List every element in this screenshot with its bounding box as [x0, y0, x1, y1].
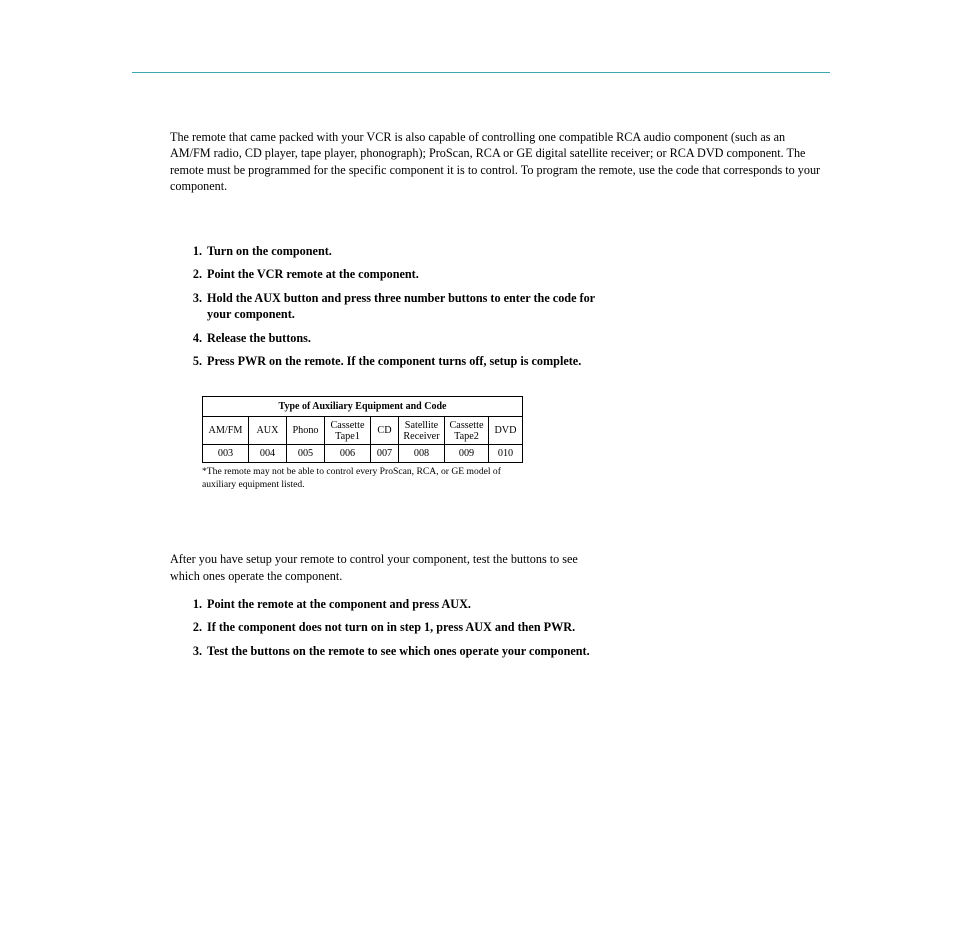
programming-steps: 1. Turn on the component. 2. Point the V…	[186, 243, 824, 370]
step-1: 1. Turn on the component.	[186, 243, 824, 259]
step-text: If the component does not turn on in ste…	[207, 619, 603, 635]
table-column-code: 003	[203, 445, 249, 463]
table-column-label: SatelliteReceiver	[399, 416, 445, 444]
step-text: Turn on the component.	[207, 243, 603, 259]
step-text: Press PWR on the remote. If the componen…	[207, 353, 603, 369]
table-column-label: CassetteTape2	[445, 416, 489, 444]
test-step-2: 2. If the component does not turn on in …	[186, 619, 824, 635]
step-number: 2.	[186, 619, 202, 635]
table-column-label: CD	[371, 416, 399, 444]
step-3: 3. Hold the AUX button and press three n…	[186, 290, 824, 323]
step-number: 1.	[186, 596, 202, 612]
table-column-code: 006	[325, 445, 371, 463]
step-text: Hold the AUX button and press three numb…	[207, 290, 603, 323]
table-column-label: AUX	[249, 416, 287, 444]
step-text: Release the buttons.	[207, 330, 603, 346]
equipment-code-table: Type of Auxiliary Equipment and Code AM/…	[202, 396, 523, 463]
step-number: 5.	[186, 353, 202, 369]
step-4: 4. Release the buttons.	[186, 330, 824, 346]
table-column-code: 005	[287, 445, 325, 463]
table-label-row: AM/FMAUXPhonoCassetteTape1CDSatelliteRec…	[203, 416, 523, 444]
table-column-code: 007	[371, 445, 399, 463]
step-number: 3.	[186, 643, 202, 659]
table-column-code: 008	[399, 445, 445, 463]
test-intro-paragraph: After you have setup your remote to cont…	[170, 551, 610, 584]
table-column-label: Phono	[287, 416, 325, 444]
step-number: 1.	[186, 243, 202, 259]
step-number: 4.	[186, 330, 202, 346]
table-column-code: 010	[489, 445, 523, 463]
intro-paragraph: The remote that came packed with your VC…	[170, 129, 824, 195]
step-number: 3.	[186, 290, 202, 323]
table-column-label: DVD	[489, 416, 523, 444]
table-code-row: 003004005006007008009010	[203, 445, 523, 463]
test-step-1: 1. Point the remote at the component and…	[186, 596, 824, 612]
step-5: 5. Press PWR on the remote. If the compo…	[186, 353, 824, 369]
table-column-code: 004	[249, 445, 287, 463]
test-steps: 1. Point the remote at the component and…	[186, 596, 824, 659]
table-title-row: Type of Auxiliary Equipment and Code	[203, 396, 523, 416]
step-text: Test the buttons on the remote to see wh…	[207, 643, 603, 659]
step-number: 2.	[186, 266, 202, 282]
header-rule	[132, 72, 830, 73]
table-column-code: 009	[445, 445, 489, 463]
step-2: 2. Point the VCR remote at the component…	[186, 266, 824, 282]
table-column-label: AM/FM	[203, 416, 249, 444]
step-text: Point the VCR remote at the component.	[207, 266, 603, 282]
step-text: Point the remote at the component and pr…	[207, 596, 603, 612]
test-step-3: 3. Test the buttons on the remote to see…	[186, 643, 824, 659]
table-column-label: CassetteTape1	[325, 416, 371, 444]
table-title: Type of Auxiliary Equipment and Code	[203, 396, 523, 416]
footnote: *The remote may not be able to control e…	[202, 466, 522, 491]
